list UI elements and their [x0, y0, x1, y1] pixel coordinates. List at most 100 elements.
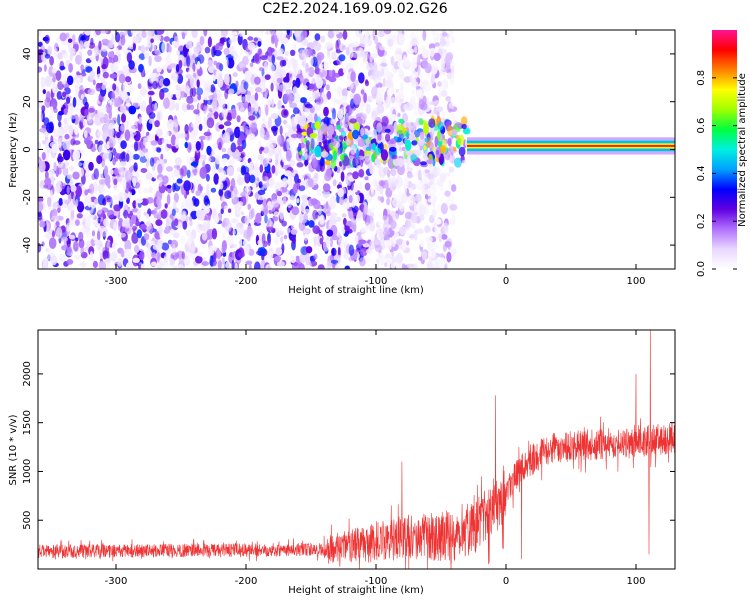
- spectrogram-cell: [125, 102, 132, 107]
- spectrogram-cell: [438, 87, 442, 99]
- spectrogram-cell: [201, 231, 208, 241]
- spectrogram-chart: -300 -200 -100 0 100 40 20 0 -20 -40 Height of st…: [8, 29, 676, 296]
- spectrogram-cell: [131, 225, 138, 232]
- spectrogram-cell: [385, 78, 394, 89]
- spectrogram-cell: [61, 236, 69, 242]
- spectrogram-cell: [383, 166, 390, 175]
- spectrogram-cell: [193, 198, 200, 207]
- spectrogram-cell: [326, 260, 332, 269]
- spectrogram-cell: [411, 37, 418, 47]
- spectrogram-cell: [426, 159, 434, 165]
- spectrogram-cell: [162, 175, 169, 185]
- spectrogram-cell: [262, 175, 266, 181]
- spectrogram-cell: [267, 154, 272, 162]
- spectrogram-cell: [361, 113, 367, 121]
- spectrogram-cell: [175, 157, 182, 166]
- spectrogram-cell: [424, 137, 430, 143]
- spectrogram-cell: [247, 42, 256, 51]
- spectrogram-cell: [132, 200, 137, 209]
- spectrogram-x-axis-label: Height of straight line (km): [288, 285, 424, 296]
- spectrogram-cell: [424, 193, 429, 200]
- spectrogram-cell: [286, 30, 291, 36]
- spectrogram-cell: [193, 109, 200, 115]
- y-tick-label: -40: [22, 237, 33, 253]
- spectrogram-cell: [164, 130, 170, 138]
- spectrogram-cell: [467, 144, 675, 147]
- spectrogram-cell: [158, 74, 163, 80]
- spectrogram-cell: [215, 43, 223, 51]
- spectrogram-cell: [231, 37, 237, 42]
- spectrogram-cell: [255, 87, 262, 93]
- spectrogram-cell: [296, 198, 300, 204]
- spectrogram-cell: [257, 154, 265, 161]
- spectrogram-cell: [311, 157, 318, 169]
- spectrogram-cell: [68, 124, 74, 136]
- spectrogram-cell: [437, 204, 443, 214]
- spectrogram-cell: [377, 86, 382, 99]
- spectrogram-cell: [257, 140, 262, 150]
- spectrogram-cell: [169, 229, 176, 236]
- spectrogram-cell: [49, 169, 55, 178]
- spectrogram-cell: [61, 202, 68, 209]
- spectrogram-cell: [389, 146, 397, 152]
- spectrogram-cell: [121, 46, 126, 52]
- spectrogram-cell: [276, 68, 283, 78]
- spectrogram-cell: [342, 66, 348, 75]
- spectrogram-cell: [254, 92, 259, 101]
- spectrogram-cell: [441, 110, 446, 118]
- spectrogram-cell: [219, 37, 225, 44]
- spectrogram-cell: [166, 51, 172, 57]
- spectrogram-cell: [189, 104, 195, 111]
- spectrogram-cell: [131, 232, 139, 244]
- spectrogram-cell: [318, 141, 322, 147]
- spectrogram-cell: [322, 78, 327, 85]
- spectrogram-cell: [424, 150, 428, 157]
- spectrogram-cell: [72, 240, 79, 252]
- spectrogram-cell: [132, 36, 140, 44]
- spectrogram-cell: [282, 120, 288, 125]
- spectrogram-cell: [337, 149, 341, 156]
- spectrogram-cell: [98, 93, 104, 103]
- spectrogram-cell: [75, 199, 79, 208]
- spectrogram-cell: [265, 104, 269, 117]
- spectrogram-cell: [72, 97, 77, 108]
- spectrogram-cell: [396, 89, 403, 96]
- spectrogram-cell: [301, 61, 305, 67]
- x-tick-label: 0: [503, 276, 509, 287]
- spectrogram-cell: [371, 142, 376, 151]
- spectrogram-cell: [125, 153, 130, 163]
- spectrogram-cell: [86, 196, 92, 207]
- spectrogram-cell: [93, 49, 99, 57]
- spectrogram-cell: [98, 140, 104, 145]
- spectrogram-cell: [97, 130, 104, 137]
- spectrogram-cell: [326, 90, 332, 100]
- spectrogram-cell: [128, 60, 135, 70]
- spectrogram-cell: [239, 32, 243, 37]
- spectrogram-cell: [264, 208, 268, 215]
- spectrogram-cell: [206, 52, 211, 59]
- spectrogram-cell: [150, 72, 155, 82]
- spectrogram-cell: [275, 247, 283, 256]
- spectrogram-cell: [92, 235, 98, 241]
- spectrogram-cell: [277, 99, 282, 110]
- spectrogram-cell: [426, 260, 432, 268]
- spectrogram-cell: [277, 135, 282, 145]
- spectrogram-cell: [169, 63, 177, 68]
- spectrogram-cell: [360, 248, 368, 257]
- spectrogram-cell: [66, 259, 74, 265]
- spectrogram-cell: [295, 77, 301, 88]
- spectrogram-cell: [64, 133, 70, 140]
- spectrogram-cell: [76, 98, 84, 107]
- spectrogram-cell: [280, 236, 284, 243]
- spectrogram-cell: [169, 172, 175, 181]
- colorbar-tick-label: 0.0: [696, 261, 707, 277]
- spectrogram-cell: [75, 237, 79, 242]
- spectrogram-cell: [327, 124, 334, 136]
- spectrogram-cell: [263, 255, 269, 263]
- spectrogram-cell: [271, 98, 275, 107]
- spectrogram-cell: [222, 131, 231, 143]
- spectrogram-cell: [355, 194, 361, 203]
- spectrogram-cell: [44, 75, 52, 87]
- spectrogram-cell: [89, 70, 95, 81]
